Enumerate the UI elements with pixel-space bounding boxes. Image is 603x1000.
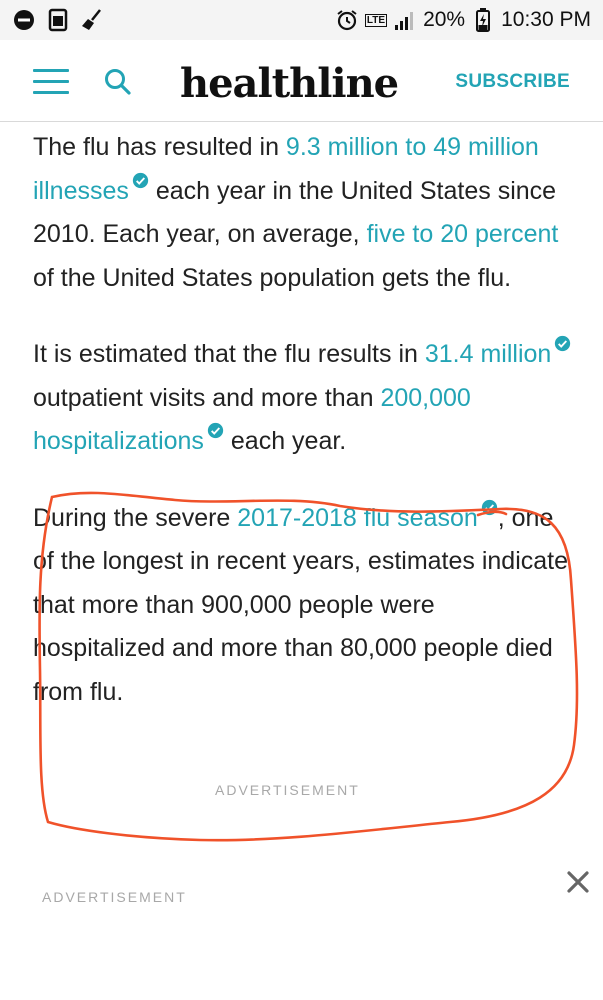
clock: 10:30 PM xyxy=(501,8,591,31)
paragraph-2: It is estimated that the flu results in … xyxy=(33,333,573,464)
site-logo[interactable]: healthline xyxy=(180,60,399,107)
status-right: LTE 20% 10:30 PM xyxy=(335,8,591,32)
text: each year in the United States since 201… xyxy=(33,176,557,249)
link-flu-season[interactable]: 2017-2018 flu season xyxy=(237,503,478,532)
link-percent[interactable]: five to 20 percent xyxy=(366,220,559,248)
close-ad-icon[interactable] xyxy=(565,869,591,895)
advertisement-label-footer: ADVERTISEMENT xyxy=(42,889,187,905)
verified-check-icon xyxy=(481,499,497,515)
signal-icon xyxy=(393,8,417,32)
alarm-icon xyxy=(335,8,359,32)
advertisement-label: ADVERTISEMENT xyxy=(215,782,360,798)
text: of the United States population gets the… xyxy=(33,263,512,292)
search-icon[interactable] xyxy=(103,67,133,97)
text: The flu has resulted in xyxy=(33,133,286,161)
paragraph-3: During the severe 2017-2018 flu season, … xyxy=(33,497,573,715)
text: During the severe xyxy=(33,503,238,532)
text: outpatient visits and more than xyxy=(33,383,381,412)
paragraph-1: The flu has resulted in 9.3 million to 4… xyxy=(33,126,573,300)
article-body: The flu has resulted in 9.3 million to 4… xyxy=(33,126,573,747)
network-type: LTE xyxy=(364,13,388,27)
text: each year. xyxy=(223,427,347,455)
do-not-disturb-icon xyxy=(12,8,36,32)
status-bar: LTE 20% 10:30 PM xyxy=(0,0,603,40)
link-illnesses[interactable]: 9.3 million to 49 million illnesses xyxy=(33,133,539,205)
text: , one of the longest in recent years, es… xyxy=(33,503,569,706)
text: It is estimated that the flu results in xyxy=(33,340,425,368)
link-outpatient[interactable]: 31.4 million xyxy=(424,340,552,368)
subscribe-button[interactable]: SUBSCRIBE xyxy=(455,71,570,92)
verified-check-icon xyxy=(555,335,571,352)
battery-percent: 20% xyxy=(423,8,466,31)
link-hospitalizations[interactable]: 200,000 hospitalizations xyxy=(33,383,471,456)
status-left-icons xyxy=(12,8,104,32)
trash-icon xyxy=(46,8,70,32)
menu-icon[interactable] xyxy=(33,69,69,95)
site-header: healthline SUBSCRIBE xyxy=(0,40,603,122)
verified-check-icon xyxy=(207,422,224,439)
verified-check-icon xyxy=(132,172,149,188)
broom-icon xyxy=(80,8,104,32)
battery-charging-icon xyxy=(471,8,495,32)
